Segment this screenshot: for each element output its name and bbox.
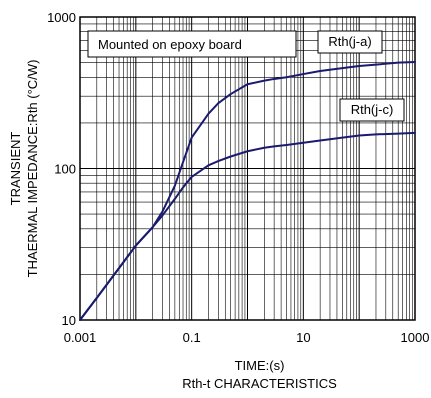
series-lines xyxy=(79,60,416,321)
y-tick-label: 100 xyxy=(54,162,76,177)
annotation-text: Mounted on epoxy board xyxy=(98,37,242,52)
series-label-rth-j-a: Rth(j-a) xyxy=(328,34,371,49)
series-label-box xyxy=(317,30,383,54)
x-tick-labels: 0.001 0.1 10 1000 xyxy=(64,330,430,345)
series-line-rth-j-c xyxy=(79,131,416,321)
x-axis-label: TIME:(s) xyxy=(235,358,285,373)
chart-caption: Rth-t CHARACTERISTICS xyxy=(182,376,337,391)
x-tick-label: 0.1 xyxy=(183,330,201,345)
annotation-box: Mounted on epoxy board xyxy=(87,30,297,58)
x-tick-label: 10 xyxy=(296,330,310,345)
plot-frame xyxy=(79,16,416,321)
y-tick-label: 10 xyxy=(62,313,76,328)
x-tick-label: 0.001 xyxy=(64,330,97,345)
series-label-box xyxy=(339,98,405,122)
y-tick-label: 1000 xyxy=(47,10,76,25)
grid xyxy=(79,17,415,321)
y-axis-label-line-1: TRANSIENT xyxy=(8,132,23,206)
y-axis-label-line-2: THAERMAL IMPEDANCE:Rth (°C/W) xyxy=(25,60,40,278)
y-tick-labels: 10 100 1000 xyxy=(47,10,76,328)
x-tick-label: 1000 xyxy=(401,330,430,345)
series-labels: Rth(j-a) Rth(j-c) xyxy=(317,30,405,122)
series-label-rth-j-c: Rth(j-c) xyxy=(351,102,394,117)
